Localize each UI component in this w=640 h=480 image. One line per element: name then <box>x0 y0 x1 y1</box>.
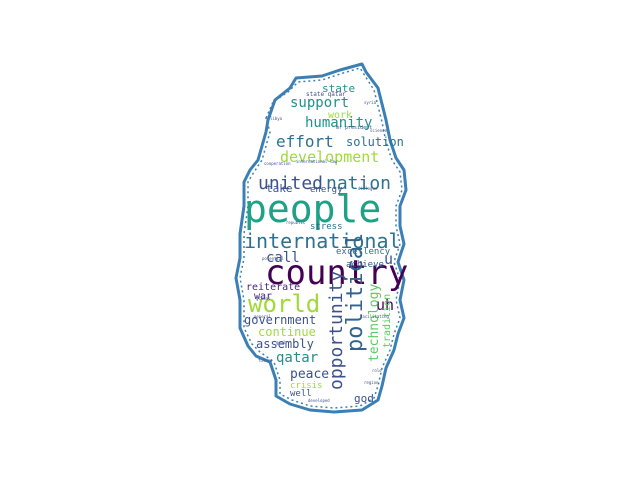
word-future: future <box>258 358 273 363</box>
word-reiterate: reiterate <box>246 282 300 293</box>
qatar-map-outline <box>234 62 408 414</box>
word-international-law: international law <box>296 159 338 164</box>
word-facilitating: facilitating <box>360 314 389 319</box>
word-political: political <box>343 233 368 352</box>
word-qatar: qatar <box>276 350 318 366</box>
word-developed: developed <box>308 398 330 403</box>
word-science: science <box>370 128 387 133</box>
word-country: country <box>265 253 408 293</box>
word-humanity: humanity <box>305 115 372 131</box>
word-continue: continue <box>258 325 316 339</box>
word-potential: potential <box>262 256 284 261</box>
word-technology: technology <box>367 284 382 362</box>
word-development: development <box>280 148 379 166</box>
word-goal: goal <box>276 340 286 345</box>
word-opportunity: opportunity <box>326 271 347 390</box>
word-state: state <box>322 82 355 95</box>
word-government: government <box>244 313 316 327</box>
word-god: god <box>354 392 374 405</box>
word-syria: syria <box>364 100 377 105</box>
word-peace: peace <box>290 367 329 382</box>
word-region: region <box>364 380 379 385</box>
word-energy: energy <box>310 185 343 195</box>
word-excellency: excellency <box>336 247 391 257</box>
word-cooperation: cooperation <box>264 161 291 166</box>
word-work: work <box>328 110 352 121</box>
word-role: role <box>372 368 382 373</box>
word-dialogue: dialogue <box>358 186 378 191</box>
word-international: international <box>244 229 401 253</box>
word-uh: uh <box>376 296 394 314</box>
word-achieve: achieve <box>346 260 384 270</box>
word-call: call <box>266 250 300 266</box>
word-republic: republic <box>286 220 306 225</box>
word-support: support <box>290 95 349 111</box>
word-assembly: assembly <box>256 337 314 351</box>
word-united: united <box>258 173 323 194</box>
word-libya: libya <box>270 116 283 121</box>
word-general: general <box>254 314 271 319</box>
word-nation: nation <box>326 173 391 194</box>
word-global: global <box>256 296 271 301</box>
word-crisis: crisis <box>290 381 323 391</box>
outline-dotted-edge <box>239 67 403 409</box>
word-take: take <box>266 182 293 195</box>
word-well: well <box>290 389 312 399</box>
word-tradition: tradition <box>382 294 393 348</box>
word-u: u <box>384 250 393 268</box>
word-mr-president: mr president <box>336 125 372 131</box>
word-stress: stress <box>310 222 343 232</box>
word-world: world <box>248 290 320 318</box>
word-war: war <box>254 291 272 302</box>
word-solution: solution <box>346 135 404 149</box>
word-effort: effort <box>276 132 334 151</box>
word-state-qatar: state qatar <box>306 91 346 98</box>
word-people: people <box>244 187 381 231</box>
